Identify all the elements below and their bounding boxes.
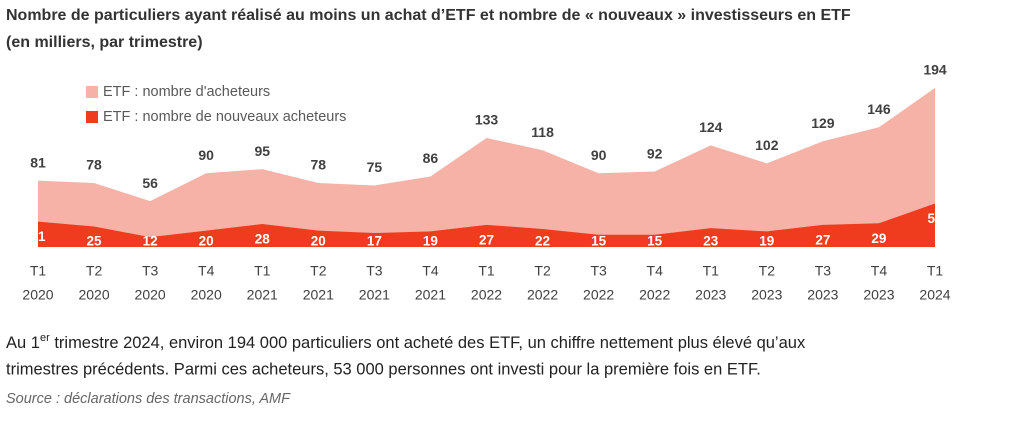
x-tick-label: 2023 <box>751 287 782 303</box>
data-label: 29 <box>871 231 886 246</box>
x-tick-label: T3 <box>815 263 832 279</box>
legend-swatch <box>86 111 98 123</box>
data-label: 15 <box>647 234 663 249</box>
data-label: 92 <box>647 145 663 161</box>
legend-label: ETF : nombre d'acheteurs <box>103 84 270 100</box>
data-label: 129 <box>811 115 835 131</box>
x-tick-label: T1 <box>927 263 944 279</box>
data-label: 75 <box>367 159 383 175</box>
data-label: 81 <box>30 154 46 170</box>
chart-title: Nombre de particuliers ayant réalisé au … <box>6 7 851 24</box>
x-tick-label: 2022 <box>639 287 670 303</box>
data-label: 28 <box>255 232 271 247</box>
x-tick-label: T1 <box>254 263 271 279</box>
x-tick-label: T2 <box>534 263 551 279</box>
x-tick-label: 2022 <box>527 287 558 303</box>
x-tick-label: T1 <box>703 263 720 279</box>
superscript: er <box>40 332 50 344</box>
chart-subtitle: (en milliers, par trimestre) <box>6 34 203 51</box>
x-tick-label: 2020 <box>191 287 222 303</box>
x-tick-label: 2020 <box>78 287 109 303</box>
data-label: 20 <box>199 234 214 249</box>
source: Source : déclarations des transactions, … <box>6 391 291 407</box>
x-tick-label: 2024 <box>919 287 950 303</box>
area <box>38 87 935 247</box>
data-label: 53 <box>927 211 943 226</box>
x-tick-label: 2021 <box>415 287 446 303</box>
data-label: 118 <box>531 124 554 140</box>
x-tick-label: 2022 <box>583 287 614 303</box>
data-label: 102 <box>755 137 779 153</box>
x-tick-label: 2021 <box>303 287 334 303</box>
data-label: 90 <box>591 147 607 163</box>
x-tick-label: T3 <box>366 263 383 279</box>
data-label: 19 <box>759 234 774 249</box>
legend-label: ETF : nombre de nouveaux acheteurs <box>103 109 346 125</box>
x-tick-label: T4 <box>422 263 439 279</box>
area <box>38 203 935 247</box>
x-tick-label: T2 <box>759 263 776 279</box>
data-label: 23 <box>703 234 719 249</box>
x-tick-label: T2 <box>310 263 327 279</box>
x-tick-label: 2021 <box>359 287 390 303</box>
data-label: 27 <box>815 232 830 247</box>
x-tick-label: T2 <box>86 263 103 279</box>
data-label: 133 <box>475 112 499 128</box>
x-tick-label: 2021 <box>247 287 278 303</box>
x-tick-label: T4 <box>647 263 664 279</box>
data-label: 27 <box>479 232 494 247</box>
data-label: 86 <box>423 150 439 166</box>
x-tick-label: T3 <box>590 263 607 279</box>
x-tick-label: 2022 <box>471 287 502 303</box>
data-label: 12 <box>143 234 158 249</box>
x-tick-label: 2023 <box>695 287 726 303</box>
x-tick-label: 2020 <box>135 287 166 303</box>
x-tick-label: 2023 <box>807 287 838 303</box>
data-label: 56 <box>142 175 158 191</box>
data-label: 25 <box>87 234 103 249</box>
x-tick-label: T1 <box>478 263 495 279</box>
data-label: 124 <box>699 119 723 135</box>
data-label: 146 <box>867 101 891 117</box>
data-label: 194 <box>923 62 947 78</box>
x-tick-label: T4 <box>198 263 215 279</box>
data-label: 17 <box>367 234 382 249</box>
data-label: 78 <box>86 157 102 173</box>
data-label: 31 <box>30 229 46 244</box>
x-tick-label: T1 <box>30 263 47 279</box>
x-tick-label: 2020 <box>22 287 53 303</box>
text: Au 1 <box>6 334 40 352</box>
data-label: 19 <box>423 234 438 249</box>
x-tick-label: 2023 <box>863 287 894 303</box>
paragraph-line: trimestres précédents. Parmi ces acheteu… <box>6 360 761 378</box>
data-label: 90 <box>198 147 214 163</box>
data-label: 22 <box>535 234 550 249</box>
data-label: 78 <box>311 157 327 173</box>
text: trimestre 2024, environ 194 000 particul… <box>50 334 806 352</box>
data-label: 15 <box>591 234 607 249</box>
legend-swatch <box>86 86 98 98</box>
data-label: 95 <box>254 143 270 159</box>
x-tick-label: T4 <box>871 263 888 279</box>
data-label: 20 <box>311 234 326 249</box>
paragraph-line: Au 1er trimestre 2024, environ 194 000 p… <box>6 332 806 352</box>
x-tick-label: T3 <box>142 263 159 279</box>
